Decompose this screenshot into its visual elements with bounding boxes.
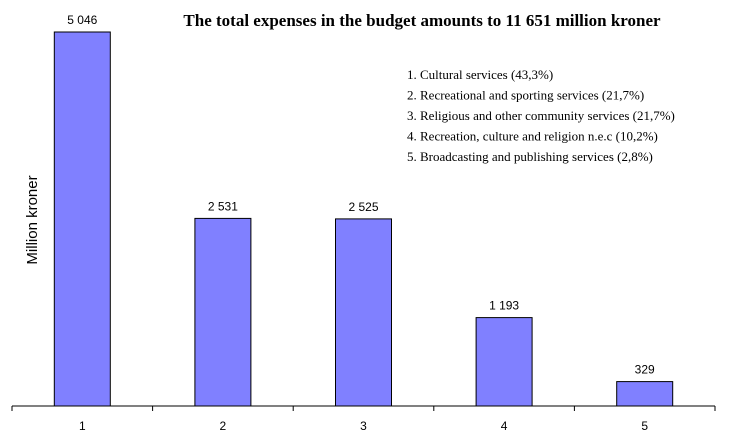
bar-5	[616, 381, 674, 407]
bars-group: 5 046 2 531 2 525 1 193 329	[53, 13, 674, 407]
legend-entry: 4. Recreation, culture and religion n.e.…	[407, 129, 658, 144]
x-tick-label: 1	[79, 419, 86, 433]
x-tick-label: 3	[360, 419, 367, 433]
legend-entry: 2. Recreational and sporting services (2…	[407, 88, 644, 103]
y-axis-label: Million kroner	[24, 175, 41, 264]
chart-title: The total expenses in the budget amounts…	[183, 11, 661, 30]
bar-value-label: 329	[635, 363, 655, 377]
bar-3	[335, 218, 392, 407]
x-tick-label: 5	[641, 419, 648, 433]
bar-value-label: 2 525	[348, 200, 378, 214]
x-tick-label: 4	[501, 419, 508, 433]
bar-value-label: 1 193	[489, 299, 519, 313]
bar-value-label: 5 046	[67, 13, 97, 27]
legend-entry: 1. Cultural services (43,3%)	[407, 67, 553, 82]
x-axis: 1 2 3 4 5	[11, 405, 716, 433]
legend-entry: 5. Broadcasting and publishing services …	[407, 149, 653, 164]
x-tick-label: 2	[220, 419, 227, 433]
legend: 1. Cultural services (43,3%) 2. Recreatio…	[407, 67, 675, 164]
legend-entry: 3. Religious and other community service…	[407, 108, 675, 123]
bar-value-label: 2 531	[208, 199, 238, 213]
bar-2	[194, 217, 252, 407]
bar-4	[475, 317, 533, 407]
bar-1	[53, 31, 111, 407]
